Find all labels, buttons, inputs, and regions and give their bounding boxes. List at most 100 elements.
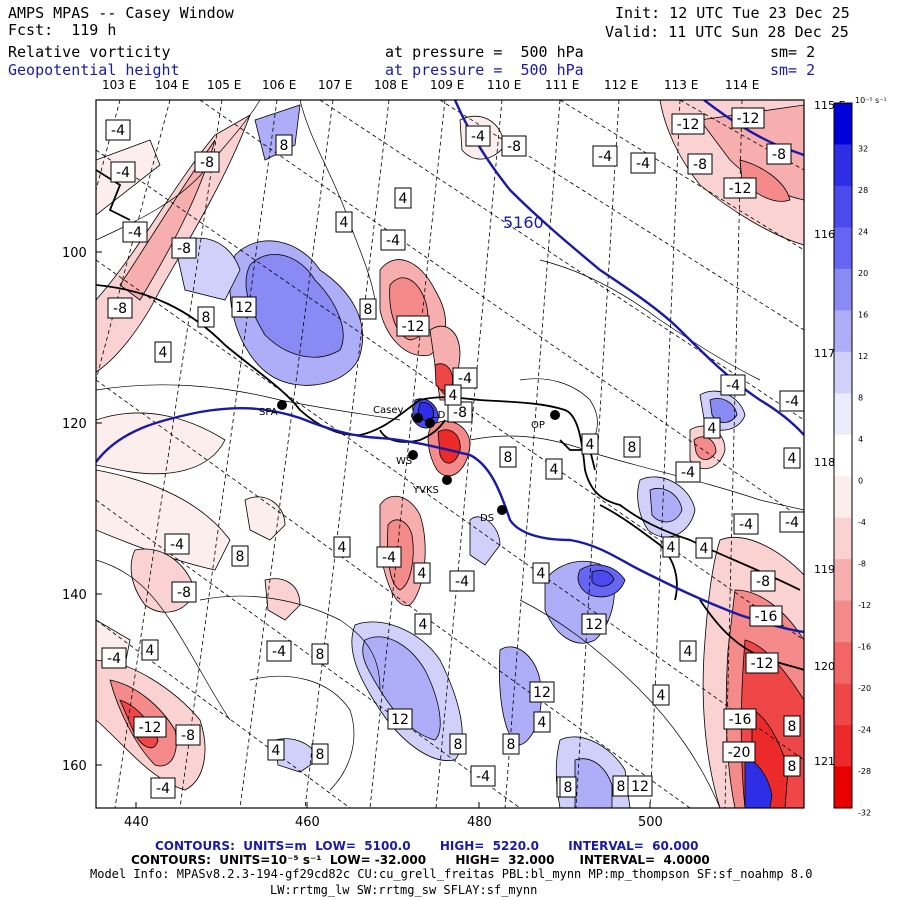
- vorticity-label-box: [387, 708, 413, 730]
- vorticity-label: -4: [785, 394, 799, 410]
- vorticity-label-box: [150, 777, 176, 799]
- x-tick-label: 460: [295, 815, 320, 830]
- vorticity-label-box: [750, 570, 776, 592]
- vorticity-label: 4: [146, 643, 155, 659]
- vorticity-label-box: [783, 715, 801, 737]
- colorbar-label: -16: [858, 642, 871, 651]
- vorticity-label-box: [581, 433, 599, 455]
- vorticity-label: 8: [280, 138, 289, 154]
- vorticity-label-box: [231, 545, 249, 567]
- lon-label: 106 E: [262, 78, 297, 92]
- vorticity-label-box: [107, 297, 133, 319]
- vorticity-label-box: [231, 296, 257, 318]
- colorbar-swatch: [834, 393, 852, 436]
- lon-label: 103 E: [102, 78, 137, 92]
- x-tick-label: 480: [467, 815, 492, 830]
- colorbar-label: 16: [858, 311, 868, 320]
- vorticity-label-box: [275, 134, 293, 156]
- forecast-hour: Fcst: 119 h: [8, 21, 117, 39]
- vorticity-label-box: [449, 733, 467, 755]
- station-label: WS: [396, 456, 412, 467]
- vorticity-label-box: [783, 755, 801, 777]
- vorticity-label: 8: [364, 302, 373, 318]
- colorbar-label: 12: [858, 352, 868, 361]
- colorbar-frame: [833, 102, 853, 809]
- vorticity-label-box: [723, 177, 757, 199]
- vorticity-label-box: [197, 306, 215, 328]
- vorticity-label: 12: [533, 685, 551, 701]
- map-frame: [95, 99, 805, 809]
- vorticity-label: 4: [586, 437, 595, 453]
- vorticity-label: -4: [785, 515, 799, 531]
- field1-level: at pressure = 500 hPa: [385, 43, 584, 61]
- colorbar-swatch: [834, 227, 852, 270]
- y-tick-label: 160: [62, 759, 87, 774]
- station-label: Casey: [373, 405, 403, 416]
- colorbar-swatch: [834, 517, 852, 560]
- lon-label: 109 E: [430, 78, 465, 92]
- vorticity-label-box: [311, 743, 329, 765]
- vorticity-label-box: [376, 546, 402, 568]
- station-label: DS: [480, 513, 494, 524]
- init-time: Init: 12 UTC Tue 23 Dec 25: [615, 4, 850, 22]
- window-title: AMPS MPAS -- Casey Window: [8, 4, 234, 22]
- vorticity-label-box: [720, 374, 746, 396]
- y-tick-label: 100: [62, 246, 87, 261]
- vorticity-label-box: [413, 562, 431, 584]
- vorticity-label-box: [687, 153, 713, 175]
- vorticity-label: -4: [455, 574, 469, 590]
- stations: SPA Casey LD WS YVKS DS OP: [259, 400, 560, 524]
- lon-label: 104 E: [155, 78, 190, 92]
- station-marker: [425, 418, 435, 428]
- vorticity-label-box: [533, 711, 551, 733]
- vorticity-label-box: [380, 229, 406, 251]
- vorticity-label: 4: [657, 688, 666, 704]
- colorbar-label: -12: [858, 601, 871, 610]
- colorbar-swatch: [834, 559, 852, 602]
- vorticity-label-box: [679, 640, 697, 662]
- vorticity-shading: [96, 100, 804, 808]
- vorticity-label: -20: [728, 745, 751, 761]
- vorticity-label: -4: [636, 156, 650, 172]
- vorticity-label: 8: [454, 737, 463, 753]
- vorticity-label: -8: [113, 301, 127, 317]
- vorticity-label: -4: [598, 149, 612, 165]
- colorbar-swatch: [834, 766, 852, 809]
- vorticity-label: 4: [700, 541, 709, 557]
- vorticity-label: -8: [693, 157, 707, 173]
- model-info: Model Info: MPASv8.2.3-194-gf29cd82c CU:…: [90, 867, 813, 881]
- vorticity-label-box: [335, 211, 353, 233]
- vorticity-label-box: [175, 724, 201, 746]
- vorticity-label: 4: [537, 566, 546, 582]
- vorticity-label-box: [164, 533, 190, 555]
- vorticity-label: -12: [751, 656, 774, 672]
- vorticity-label: -8: [177, 241, 191, 257]
- vorticity-label-box: [122, 221, 148, 243]
- vorticity-label: 8: [788, 759, 797, 775]
- vorticity-label-box: [545, 458, 563, 480]
- vorticity-label-box: [722, 741, 756, 763]
- vorticity-label: 4: [550, 462, 559, 478]
- vorticity-label: 8: [628, 440, 637, 456]
- vorticity-label-box: [695, 537, 713, 559]
- colorbar-swatch: [834, 144, 852, 187]
- vorticity-label-box: [671, 113, 705, 135]
- vorticity-label-box: [311, 643, 329, 665]
- colorbar-label: -8: [858, 559, 866, 568]
- vorticity-label: 8: [507, 737, 516, 753]
- vorticity-contour-info: CONTOURS: UNITS=10⁻⁵ s⁻¹ LOW= -32.000 HI…: [131, 853, 710, 867]
- vorticity-label: 8: [617, 779, 626, 795]
- vorticity-label-box: [396, 315, 430, 337]
- lon-label: 113 E: [664, 78, 699, 92]
- colorbar-label: 0: [858, 477, 863, 486]
- lon-label: 107 E: [318, 78, 353, 92]
- vorticity-label: 8: [788, 719, 797, 735]
- lon-label: 108 E: [374, 78, 409, 92]
- station-marker: [408, 450, 418, 460]
- vorticity-label: -4: [170, 537, 184, 553]
- vorticity-label-box: [194, 151, 220, 173]
- lon-label: 111 E: [545, 78, 580, 92]
- y-tick-label: 140: [62, 588, 87, 603]
- height-contour-info: CONTOURS: UNITS=m LOW= 5100.0 HIGH= 5220…: [155, 839, 699, 853]
- lon-label: 105 E: [207, 78, 242, 92]
